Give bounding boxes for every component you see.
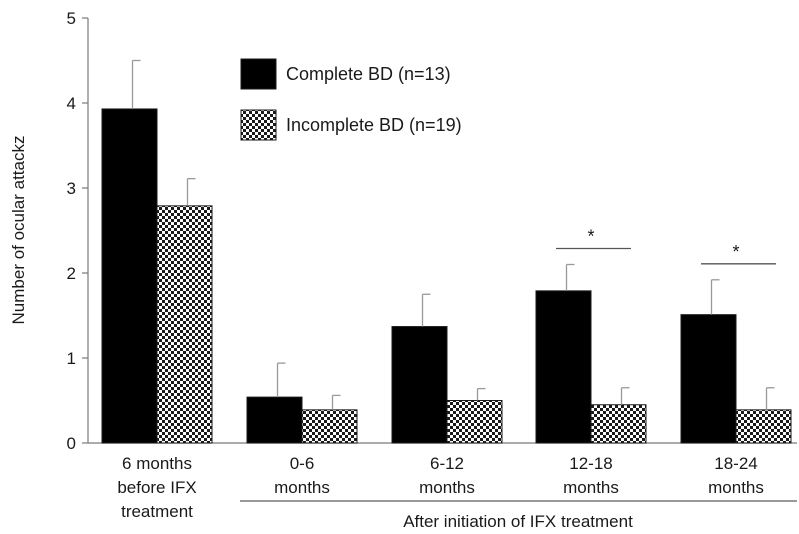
y-axis-title: Number of ocular attackz xyxy=(9,136,28,325)
x-category-label: months xyxy=(708,478,764,497)
bar-incomplete-2 xyxy=(446,400,503,444)
y-tick-label: 3 xyxy=(67,179,76,198)
bar-incomplete-1 xyxy=(301,409,358,444)
legend-label: Complete BD (n=13) xyxy=(286,64,451,84)
significance-marker: * xyxy=(732,242,739,262)
x-category-label: 6 months xyxy=(122,454,192,473)
legend: Complete BD (n=13) Incomplete BD (n=19) xyxy=(240,58,462,141)
y-tick-label: 4 xyxy=(67,94,76,113)
group-label: After initiation of IFX treatment xyxy=(403,512,633,531)
x-category-label: 12-18 xyxy=(569,454,612,473)
legend-label: Incomplete BD (n=19) xyxy=(286,115,462,135)
bar-incomplete-0 xyxy=(156,205,213,444)
x-category-label: 18-24 xyxy=(714,454,757,473)
legend-swatch xyxy=(240,109,277,141)
x-category-label: months xyxy=(563,478,619,497)
x-category-label: before IFX xyxy=(117,478,196,497)
x-category-label: 6-12 xyxy=(430,454,464,473)
labels-layer: 0 1 2 3 4 5 Number of ocular attackz 6 months be… xyxy=(9,9,776,531)
bar-complete-2 xyxy=(391,326,448,444)
x-category-label: treatment xyxy=(121,502,193,521)
legend-swatch xyxy=(240,58,277,90)
x-category-label: months xyxy=(274,478,330,497)
y-tick-label: 2 xyxy=(67,264,76,283)
bar-complete-4 xyxy=(680,314,737,444)
bars-layer xyxy=(101,59,792,444)
bar-incomplete-3 xyxy=(590,404,647,444)
x-category-label: 0-6 xyxy=(290,454,315,473)
bar-complete-1 xyxy=(246,396,303,444)
bar-complete-0 xyxy=(101,108,158,444)
y-tick-label: 1 xyxy=(67,349,76,368)
bar-complete-3 xyxy=(535,290,592,444)
y-tick-label: 5 xyxy=(67,9,76,28)
bar-incomplete-4 xyxy=(735,409,792,444)
significance-marker: * xyxy=(587,227,594,247)
x-category-label: months xyxy=(419,478,475,497)
y-tick-label: 0 xyxy=(67,434,76,453)
